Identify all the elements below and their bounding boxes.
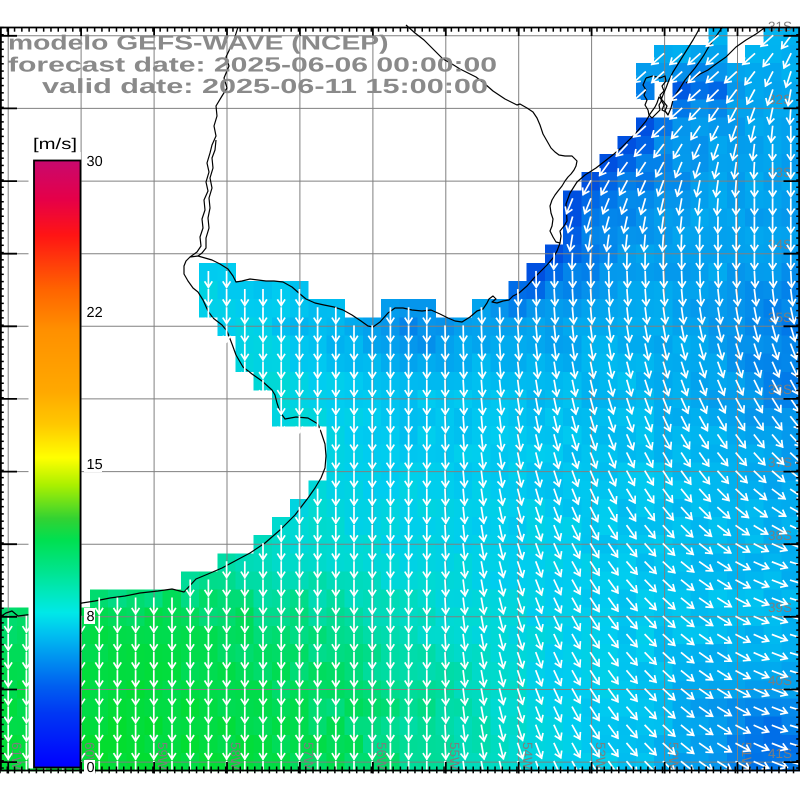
svg-text:35S: 35S [768, 310, 792, 325]
svg-text:forecast date: 2025-06-06 00:0: forecast date: 2025-06-06 00:00:00 [8, 54, 497, 77]
svg-text:modelo GEFS-WAVE (NCEP): modelo GEFS-WAVE (NCEP) [8, 32, 389, 55]
svg-text:valid date: 2025-06-11 15:00:0: valid date: 2025-06-11 15:00:00 [42, 75, 488, 98]
svg-text:41S: 41S [768, 746, 792, 761]
svg-text:22: 22 [87, 305, 103, 321]
svg-text:40S: 40S [768, 673, 792, 688]
svg-text:56W: 56W [374, 742, 389, 770]
svg-text:54W: 54W [520, 742, 535, 770]
svg-text:58W: 58W [228, 742, 243, 770]
svg-text:55W: 55W [447, 742, 462, 770]
svg-text:37S: 37S [768, 455, 792, 470]
svg-text:51W: 51W [739, 742, 754, 770]
svg-text:30: 30 [87, 154, 103, 170]
svg-text:[m/s]: [m/s] [33, 136, 77, 153]
svg-text:32S: 32S [768, 92, 792, 107]
svg-text:61W: 61W [9, 742, 24, 770]
svg-text:0: 0 [87, 760, 95, 776]
svg-text:8: 8 [87, 609, 95, 625]
svg-text:15: 15 [87, 457, 103, 473]
svg-text:59W: 59W [155, 742, 170, 770]
svg-text:57W: 57W [301, 742, 316, 770]
svg-text:53W: 53W [593, 742, 608, 770]
svg-text:39S: 39S [768, 600, 792, 615]
svg-text:31S: 31S [768, 19, 792, 34]
